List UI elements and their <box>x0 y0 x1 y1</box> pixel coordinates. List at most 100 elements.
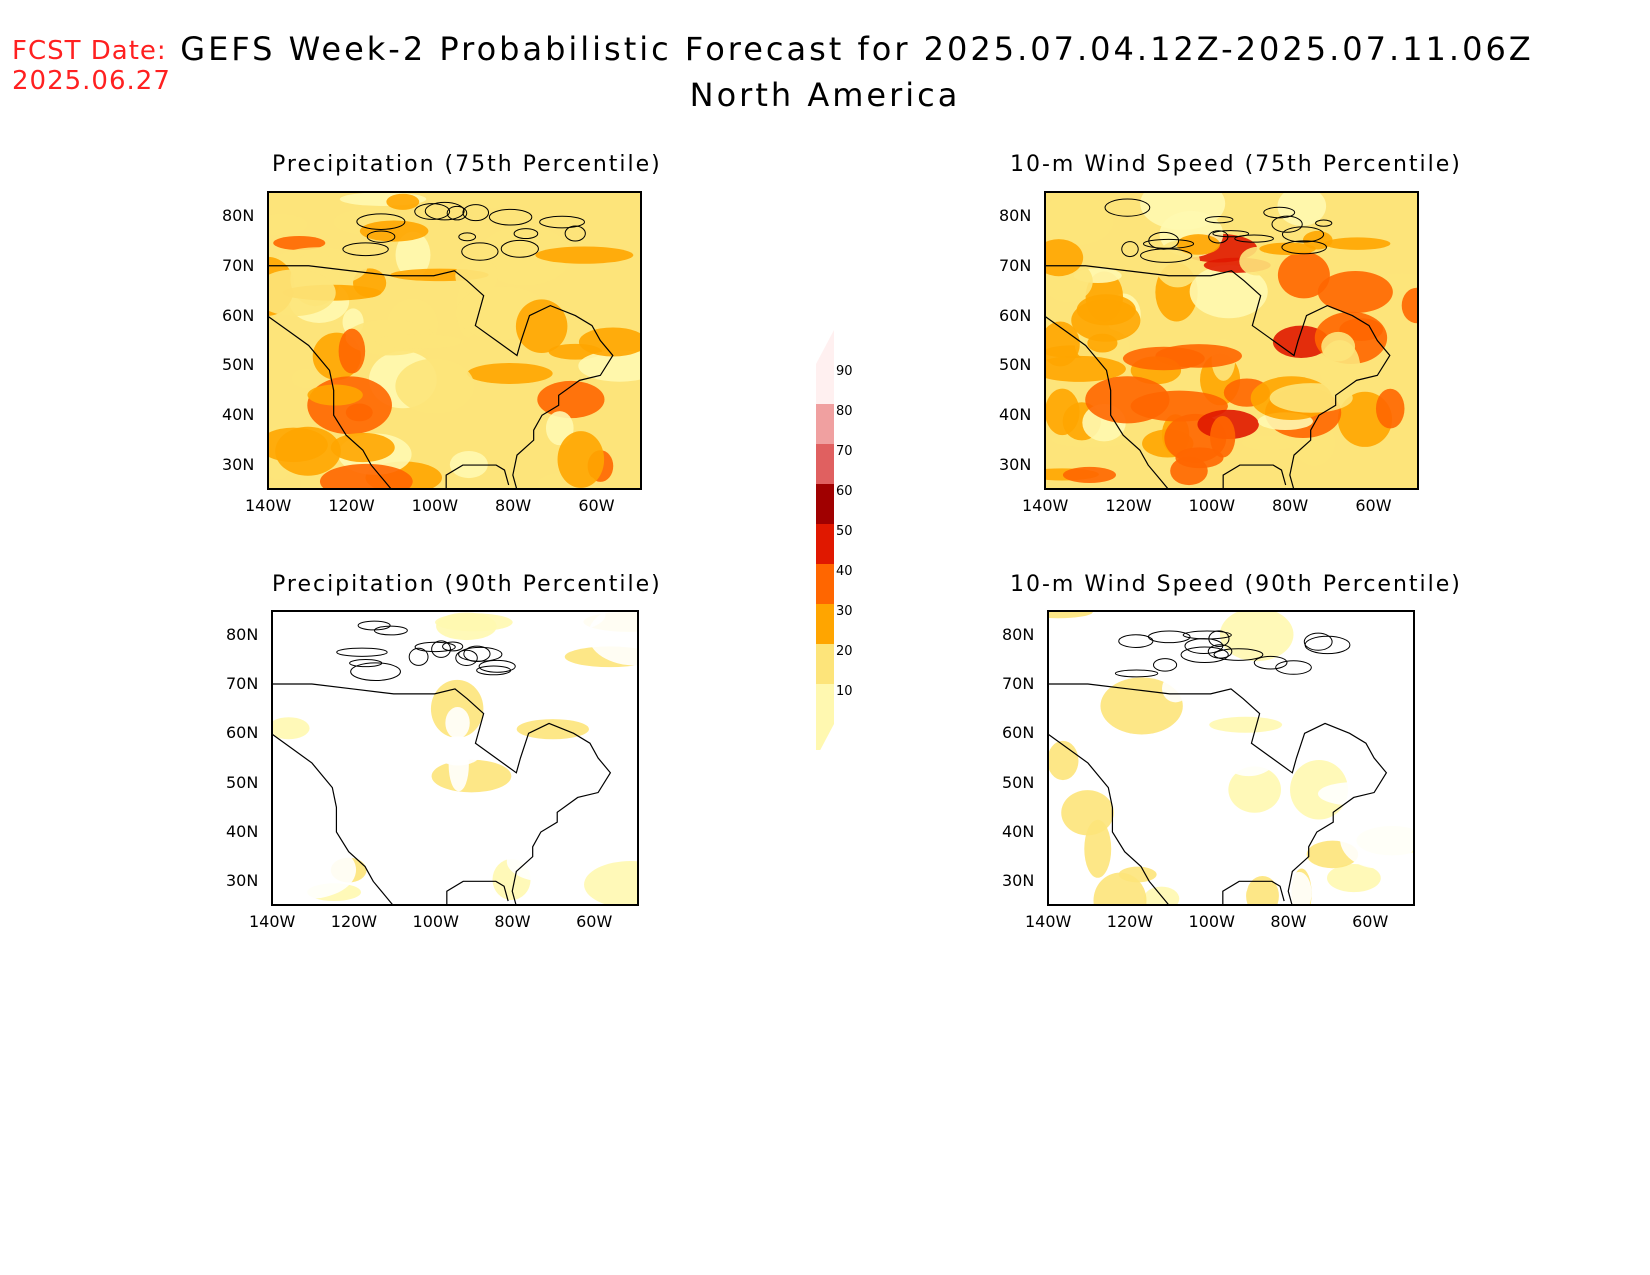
probability-blotch <box>1176 234 1221 255</box>
colorbar-segment <box>816 684 834 724</box>
probability-blotch <box>1241 435 1298 451</box>
island-outline <box>1212 230 1250 238</box>
island-outline <box>1213 648 1264 661</box>
map-title: Precipitation (90th Percentile) <box>272 572 662 597</box>
latitude-label: 50N <box>999 355 1032 375</box>
probability-blotch <box>1293 727 1361 770</box>
probability-blotch <box>1317 271 1393 314</box>
probability-blotch <box>395 231 431 279</box>
island-outline <box>1303 632 1333 651</box>
probability-blotch <box>1179 857 1249 906</box>
longitude-label: 120W <box>328 496 375 515</box>
probability-blotch <box>515 299 568 354</box>
coastline <box>1044 315 1170 490</box>
latitude-label: 50N <box>226 772 259 792</box>
forecast-date-value: 2025.06.27 <box>12 66 171 96</box>
probability-blotch <box>1093 872 1147 906</box>
latitude-label: 70N <box>222 255 255 275</box>
island-outline <box>513 228 539 240</box>
coastline <box>267 315 393 490</box>
island-outline <box>366 230 396 243</box>
latitude-label: 70N <box>1002 674 1035 693</box>
probability-blotch <box>338 328 366 374</box>
longitude-label: 100W <box>1188 496 1236 515</box>
probability-blotch <box>1375 388 1405 429</box>
latitude-label: 70N <box>226 674 259 693</box>
probability-blotch <box>366 663 413 720</box>
island-outline <box>1204 215 1234 224</box>
latitude-label: 30N <box>999 455 1032 475</box>
island-outline <box>431 640 451 658</box>
latitude-label: 40N <box>999 405 1032 425</box>
island-outline <box>424 201 465 221</box>
probability-blotch <box>1062 466 1117 484</box>
longitude-label: 120W <box>1106 912 1154 931</box>
island-outline <box>349 659 383 668</box>
probability-blotch <box>455 257 499 295</box>
probability-blotch <box>273 235 326 250</box>
latitude-label: 80N <box>1002 624 1035 644</box>
longitude-label: 80W <box>494 912 531 931</box>
colorbar-label: 60 <box>836 484 853 499</box>
colorbar-label: 40 <box>836 564 853 579</box>
probability-blotch <box>307 376 392 435</box>
island-outline <box>1234 234 1274 243</box>
probability-blotch <box>1044 239 1084 277</box>
map-frame <box>267 191 642 490</box>
island-outline <box>478 659 516 673</box>
island-outline <box>1152 658 1178 672</box>
island-outline <box>446 205 468 221</box>
probability-blotch <box>1189 264 1268 319</box>
forecast-date-label: FCST Date: <box>12 36 167 66</box>
probability-blotch <box>1269 383 1353 413</box>
probability-blotch <box>1225 191 1289 236</box>
probability-blotch <box>526 784 611 803</box>
island-outline <box>1281 240 1328 255</box>
map-frame <box>1044 191 1419 490</box>
probability-blotch <box>271 717 310 740</box>
longitude-label: 140W <box>249 912 296 931</box>
latitude-label: 60N <box>1002 723 1035 743</box>
longitude-label: 60W <box>578 496 615 515</box>
longitude-label: 140W <box>1022 496 1069 515</box>
longitude-label: 140W <box>1025 912 1072 931</box>
probability-blotch <box>271 841 357 899</box>
probability-blotch <box>310 618 361 658</box>
island-outline <box>458 646 503 662</box>
probability-blotch <box>578 327 642 357</box>
colorbar-segment <box>816 484 834 524</box>
island-outline <box>1140 248 1193 263</box>
probability-blotch <box>1321 331 1356 362</box>
latitude-label: 30N <box>222 455 255 475</box>
probability-blotch <box>1045 388 1080 436</box>
probability-blotch <box>431 759 512 793</box>
coastline <box>1044 265 1391 490</box>
probability-blotch <box>1342 645 1415 666</box>
probability-blotch <box>330 432 395 463</box>
island-outline <box>1118 634 1154 648</box>
colorbar-label: 50 <box>836 524 853 539</box>
longitude-label: 120W <box>1105 496 1152 515</box>
map-title: 10-m Wind Speed (75th Percentile) <box>1010 152 1462 177</box>
colorbar-label: 10 <box>836 684 853 699</box>
page-subtitle: North America <box>689 76 961 114</box>
probability-map <box>267 191 642 490</box>
probability-blotch <box>557 431 605 488</box>
probability-blotch <box>1317 781 1394 806</box>
probability-blotch <box>1368 720 1415 764</box>
coastline <box>267 265 614 490</box>
probability-blotch <box>467 362 553 384</box>
island-outline <box>1208 230 1229 244</box>
probability-blotch <box>1277 251 1330 299</box>
probability-blotch <box>1185 805 1212 844</box>
latitude-label: 80N <box>222 205 255 225</box>
latitude-label: 40N <box>1002 822 1035 841</box>
probability-blotch <box>1047 740 1079 781</box>
probability-blotch <box>1076 294 1136 326</box>
island-outline <box>342 242 389 257</box>
forecast-date-block: FCST Date: 2025.06.27 <box>12 36 171 96</box>
island-outline <box>1263 206 1296 219</box>
probability-blotch <box>1175 447 1224 469</box>
probability-blotch <box>334 787 393 846</box>
longitude-label: 60W <box>1352 912 1389 931</box>
